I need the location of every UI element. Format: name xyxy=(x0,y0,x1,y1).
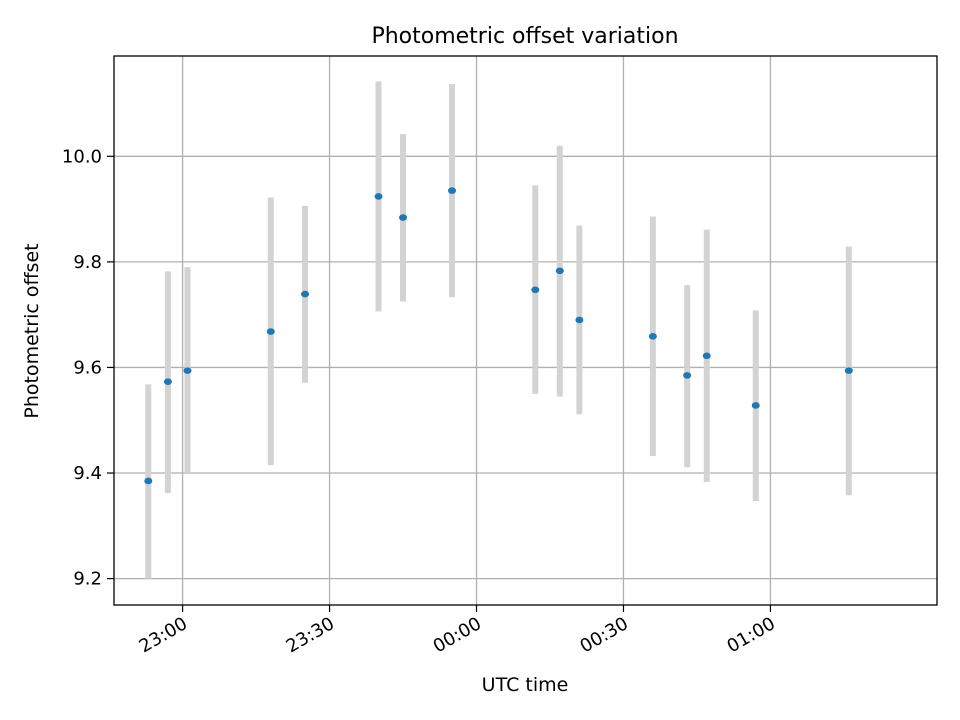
data-point xyxy=(301,290,310,298)
data-point xyxy=(751,402,760,409)
data-point xyxy=(163,378,172,386)
data-points xyxy=(144,187,853,485)
y-tick-label: 9.4 xyxy=(73,463,102,484)
data-point xyxy=(575,316,584,324)
y-tick-label: 9.2 xyxy=(73,569,102,590)
x-tick-label: 23:00 xyxy=(136,613,191,657)
x-tick-label: 23:30 xyxy=(283,613,338,657)
y-axis-ticks: 9.2 9.4 9.6 9.8 10.0 xyxy=(62,146,114,590)
y-axis-label: Photometric offset xyxy=(21,243,43,418)
data-point xyxy=(183,367,192,374)
x-tick-label: 00:00 xyxy=(430,613,485,657)
data-point xyxy=(531,286,540,294)
plot-frame xyxy=(113,55,938,606)
y-tick-label: 9.6 xyxy=(73,357,102,378)
data-point xyxy=(399,214,408,221)
y-tick-label: 9.8 xyxy=(73,252,102,273)
data-point xyxy=(683,372,692,379)
x-tick-label: 01:00 xyxy=(724,613,779,657)
y-tick-label: 10.0 xyxy=(62,146,102,167)
x-axis-label: UTC time xyxy=(482,674,569,696)
data-point xyxy=(374,193,383,200)
x-tick-label: 00:30 xyxy=(577,613,632,657)
data-point xyxy=(648,333,657,340)
data-point xyxy=(448,187,457,194)
chart-title: Photometric offset variation xyxy=(371,24,678,49)
data-point xyxy=(702,352,711,360)
data-point xyxy=(555,267,564,275)
x-axis-ticks: 23:00 23:30 00:00 00:30 01:00 xyxy=(136,605,779,657)
data-point xyxy=(844,367,853,374)
grid xyxy=(114,56,937,605)
data-point xyxy=(266,328,275,335)
data-point xyxy=(144,477,153,485)
